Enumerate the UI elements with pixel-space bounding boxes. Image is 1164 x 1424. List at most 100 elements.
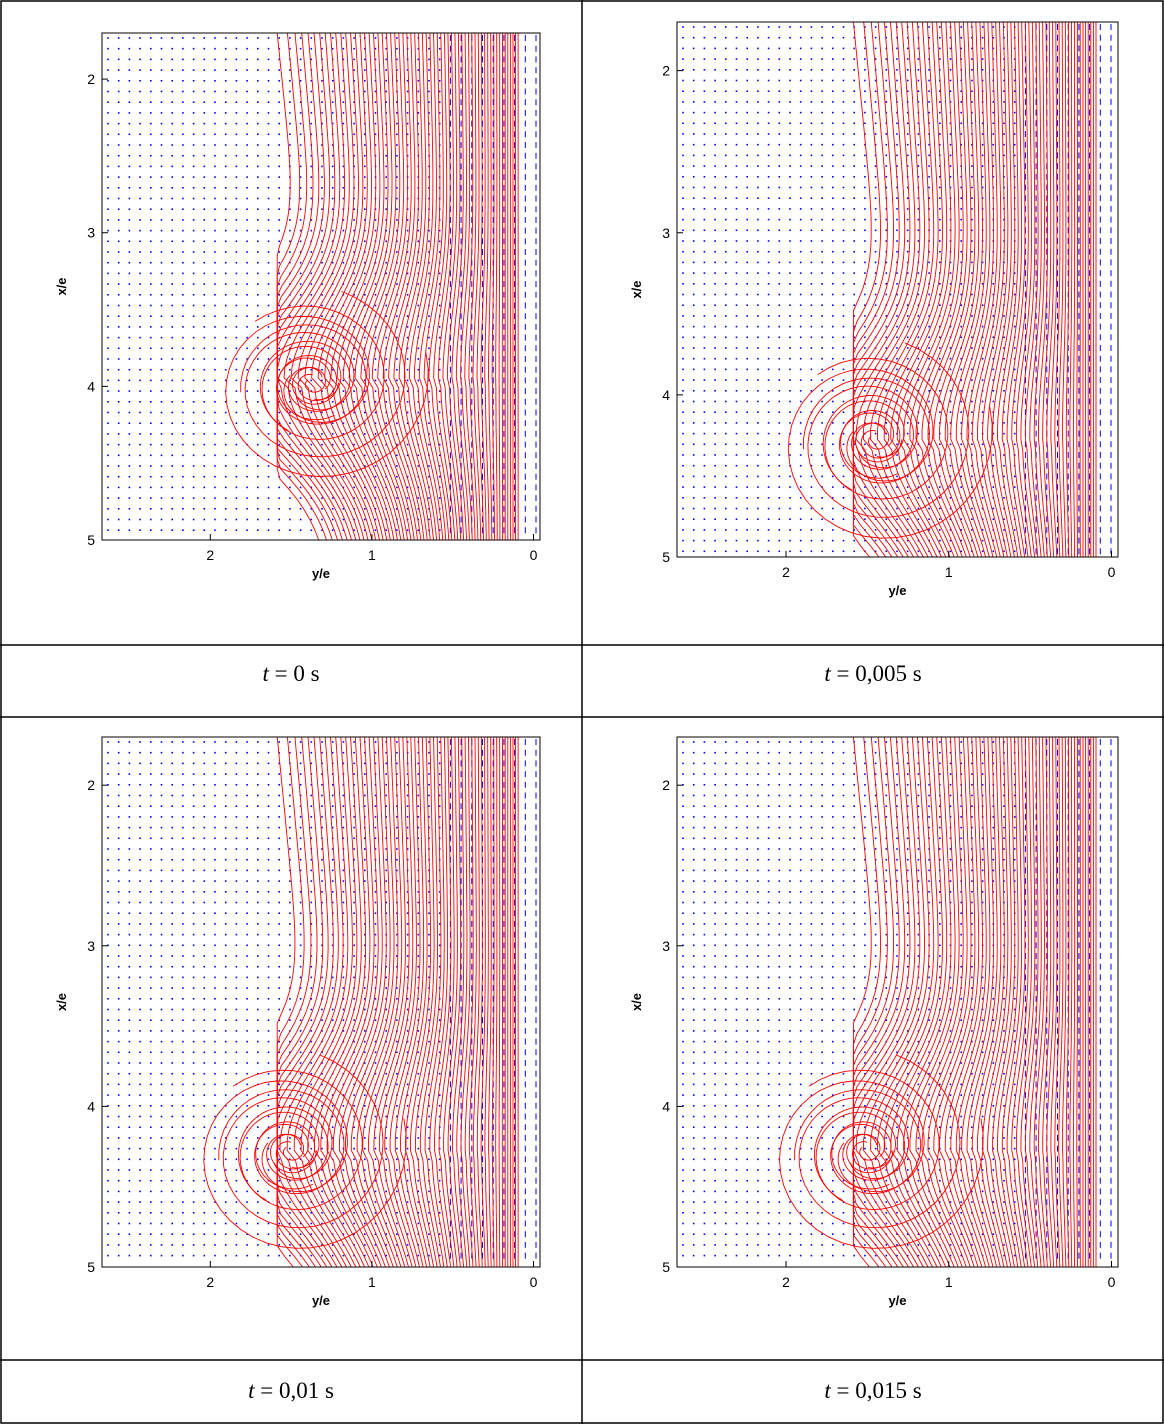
quiver-dot [864, 58, 866, 60]
quiver-dot [960, 529, 962, 531]
quiver-dot [746, 464, 748, 467]
quiver-dot [203, 901, 206, 904]
quiver-dot [960, 379, 962, 381]
quiver-dot [799, 475, 802, 478]
quiver-dot [725, 154, 727, 157]
quiver-dot [278, 443, 280, 446]
quiver-dot [853, 90, 855, 92]
quiver-dot [107, 133, 109, 136]
quiver-dot [692, 229, 695, 232]
quiver-dot [310, 219, 313, 221]
quiver-dot [799, 47, 802, 50]
quiver-dot [171, 826, 173, 829]
quiver-dot [896, 197, 898, 199]
quiver-dot [235, 1051, 238, 1054]
quiver-dot [703, 539, 706, 542]
quiver-dot [310, 326, 313, 328]
quiver-dot [310, 261, 313, 264]
quiver-dot [960, 111, 962, 114]
quiver-dot [203, 1212, 206, 1214]
quiver-dot [160, 1201, 163, 1203]
quiver-dot [150, 390, 152, 392]
quiver-dot [428, 294, 430, 296]
quiver-dot [438, 358, 441, 360]
quiver-dot [150, 1169, 152, 1171]
quiver-dot [203, 529, 206, 531]
quiver-dot [267, 176, 270, 178]
quiver-dot [117, 326, 120, 328]
quiver-dot [192, 1051, 195, 1054]
quiver-dot [917, 529, 920, 531]
quiver-dot [939, 101, 941, 103]
quiver-dot [342, 433, 345, 435]
quiver-dot [257, 379, 259, 382]
quiver-dot [832, 304, 834, 306]
quiver-dot [417, 112, 420, 114]
quiver-dot [385, 401, 387, 403]
quiver-dot [117, 390, 120, 392]
quiver-dot [885, 79, 888, 82]
quiver-dot [150, 368, 152, 371]
quiver-dot [406, 219, 409, 221]
x-tick-label: 2 [206, 547, 214, 563]
quiver-dot [203, 497, 206, 499]
quiver-dot [810, 154, 813, 157]
quiver-dot [235, 1105, 238, 1107]
quiver-dot [692, 186, 695, 189]
quiver-dot [331, 283, 334, 285]
quiver-dot [692, 432, 695, 435]
quiver-dot [1003, 272, 1005, 274]
quiver-dot [810, 443, 813, 446]
quiver-dot [714, 432, 716, 435]
quiver-dot [139, 283, 141, 285]
quiver-dot [235, 891, 238, 893]
quiver-dot [725, 400, 727, 403]
quiver-dot [757, 497, 759, 499]
quiver-dot [192, 208, 195, 210]
quiver-dot [224, 368, 227, 371]
quiver-dot [171, 347, 173, 350]
quiver-dot [928, 293, 930, 296]
quiver-dot [971, 411, 973, 413]
quiver-dot [192, 37, 195, 39]
quiver-dot [767, 47, 770, 50]
quiver-dot [171, 1019, 173, 1021]
quiver-dot [810, 368, 813, 371]
quiver-dot [267, 379, 270, 382]
quiver-dot [267, 1137, 270, 1139]
quiver-dot [171, 187, 173, 189]
y-tick-label: 5 [662, 549, 670, 565]
streamline [852, 21, 911, 558]
quiver-dot [703, 69, 706, 71]
quiver-dot [128, 101, 131, 103]
quiver-dot [117, 965, 120, 968]
quiver-dot [992, 26, 995, 28]
quiver-dot [682, 272, 684, 274]
quiver-dot [799, 111, 802, 114]
quiver-dot [192, 923, 195, 925]
quiver-dot [160, 1244, 163, 1246]
quiver-dot [885, 293, 888, 296]
quiver-dot [150, 411, 152, 414]
quiver-dot [117, 219, 120, 221]
quiver-dot [278, 773, 280, 775]
quiver-dot [160, 784, 163, 786]
quiver-dot [214, 390, 216, 392]
quiver-dot [703, 293, 706, 296]
quiver-dot [246, 154, 248, 157]
quiver-dot [417, 454, 420, 457]
quiver-dot [906, 497, 909, 499]
quiver-dot [406, 304, 409, 307]
quiver-dot [235, 741, 238, 743]
quiver-dot [874, 293, 877, 296]
quiver-dot [321, 69, 323, 71]
quiver-dot [214, 901, 216, 904]
quiver-dot [246, 80, 248, 82]
quiver-dot [917, 293, 920, 296]
quiver-dot [939, 325, 941, 328]
quiver-dot [235, 933, 238, 936]
quiver-dot [896, 497, 898, 499]
quiver-dot [767, 165, 770, 167]
quiver-dot [960, 390, 962, 392]
quiver-dot [310, 497, 313, 499]
